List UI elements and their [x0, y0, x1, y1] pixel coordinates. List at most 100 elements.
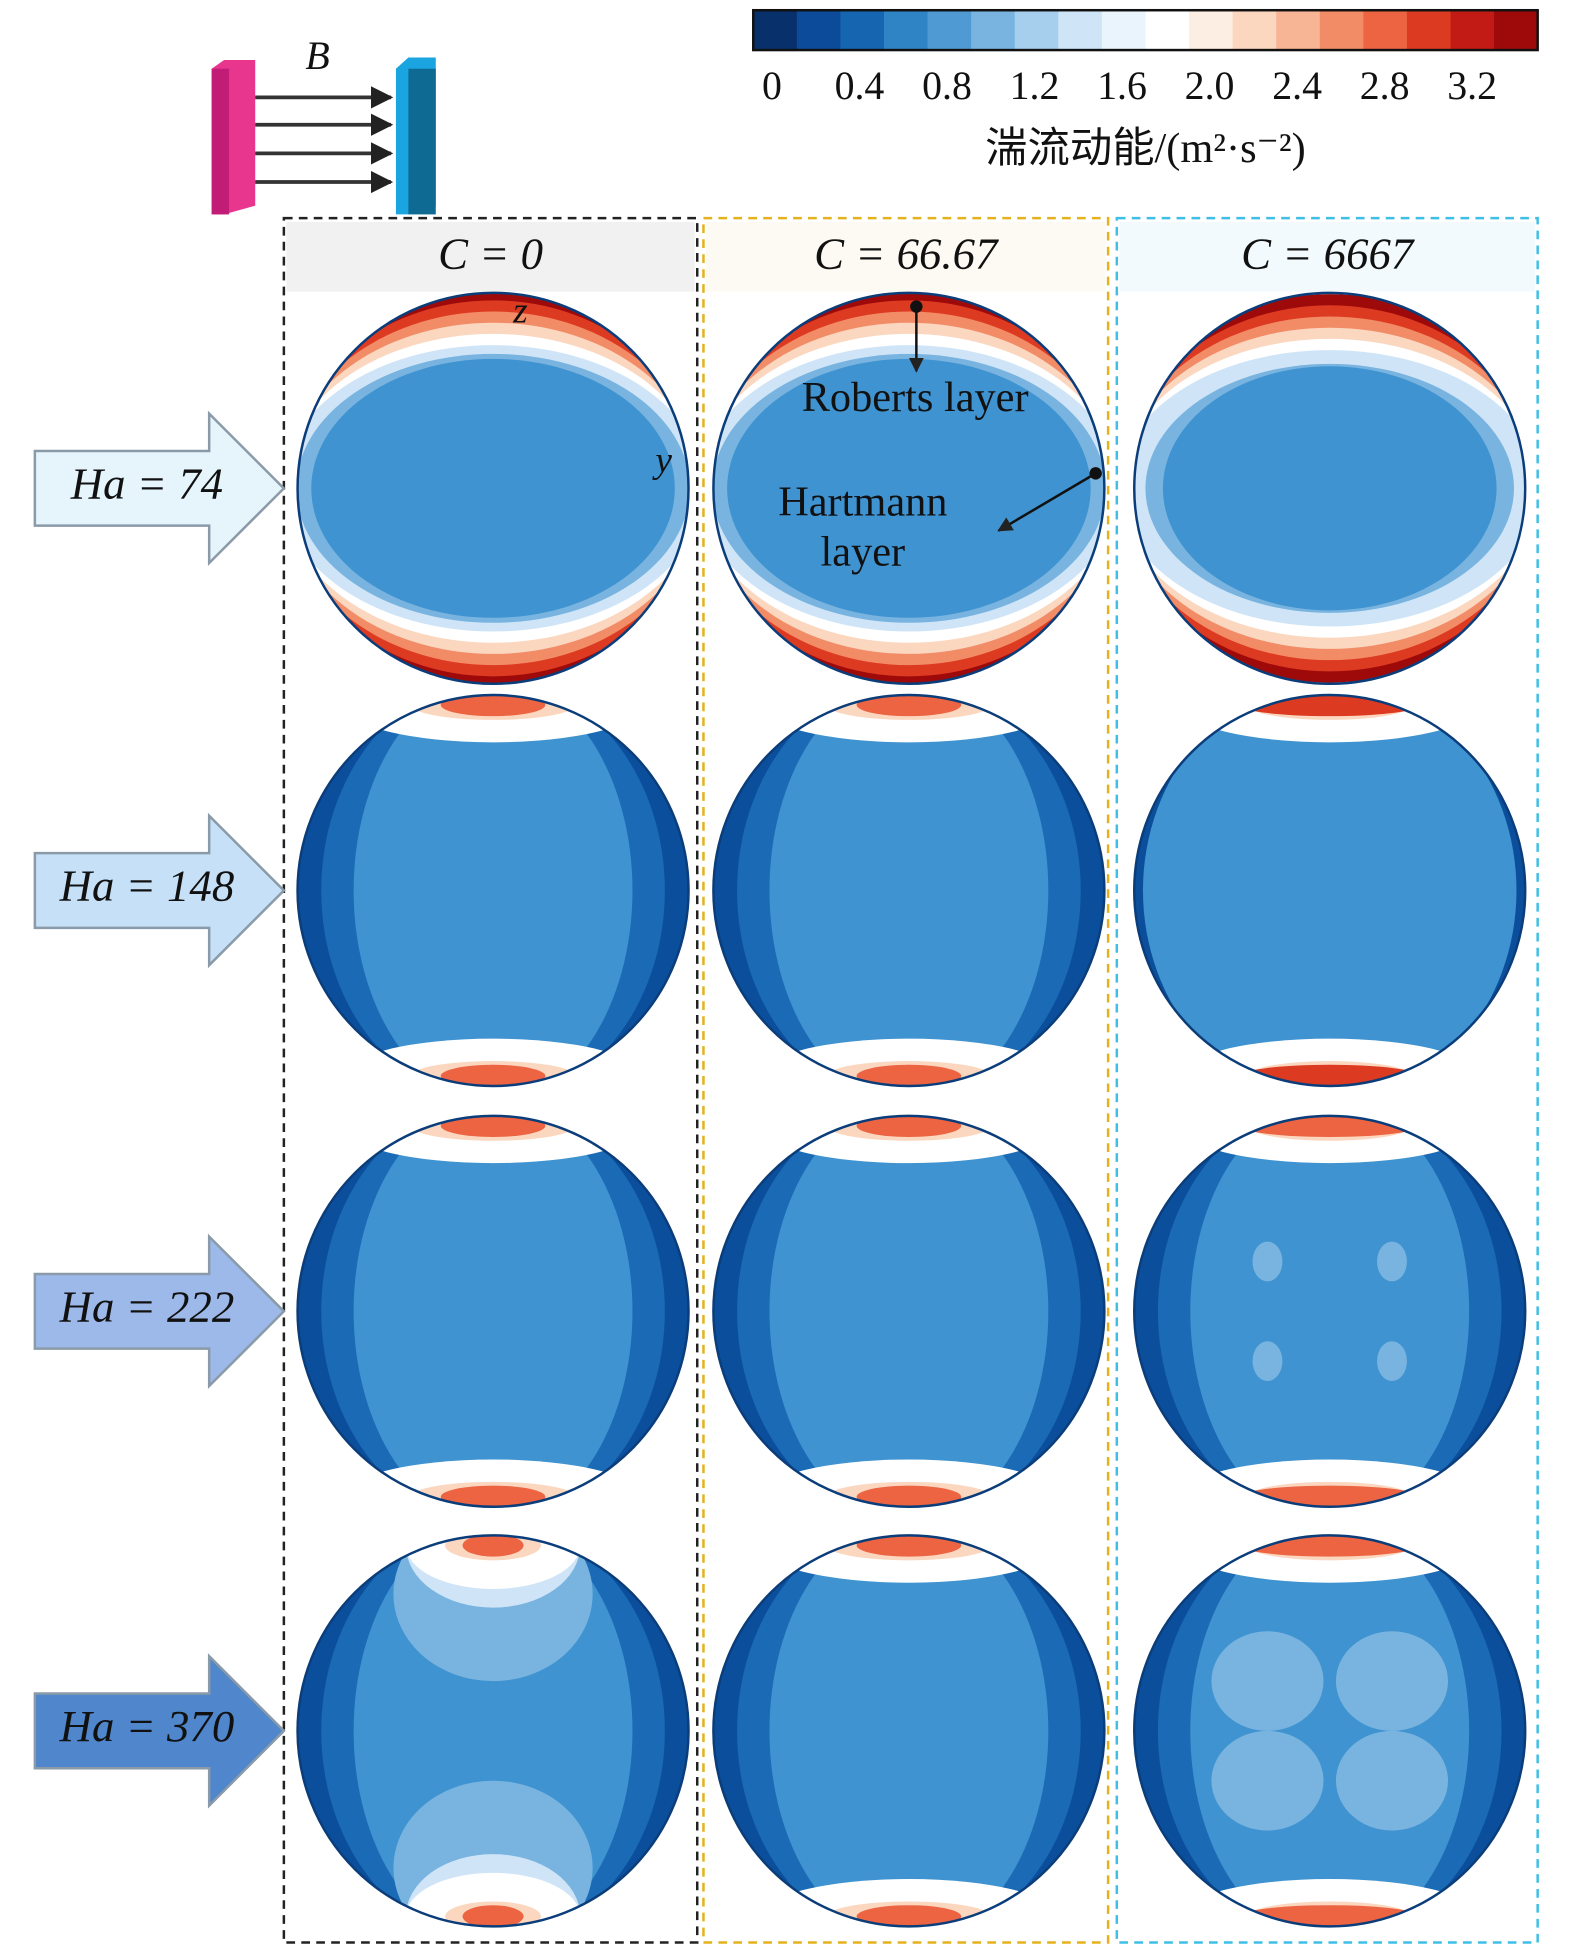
axis-label: z: [512, 291, 528, 332]
contour-band: [311, 358, 675, 618]
row-label: Ha = 222: [59, 1282, 235, 1332]
contour-band: [1211, 1730, 1324, 1831]
contour-band: [1377, 1241, 1407, 1282]
contour-band: [1211, 1631, 1324, 1731]
contour-panel: [297, 292, 689, 684]
contour-panel: [713, 695, 1105, 1086]
colorbar-swatch: [1058, 10, 1103, 51]
contour-band: [440, 1064, 546, 1086]
panel-outline: [1133, 1534, 1527, 1928]
colorbar-tick-label: 1.2: [1010, 63, 1060, 108]
colorbar-swatch: [796, 10, 842, 51]
contour-band: [856, 695, 962, 717]
colorbar-swatch: [753, 10, 798, 51]
colorbar: 0 0.4 0.8 1.2 1.6 2.0 2.4 2.8 3.2: [752, 8, 1539, 108]
row-label: Ha = 370: [59, 1701, 235, 1751]
contour-band: [856, 1535, 962, 1557]
column-header: C = 6667: [1241, 228, 1415, 278]
contour-band: [1252, 1341, 1283, 1382]
contour-band: [353, 1115, 633, 1507]
panel-outline: [712, 291, 1106, 686]
axis-label: y: [651, 440, 672, 481]
colorbar-swatch: [1145, 10, 1190, 51]
contour-band: [462, 1535, 524, 1557]
panel-outline: [1133, 291, 1527, 686]
column-header-bg: [705, 221, 1106, 292]
colorbar-swatch: [1232, 10, 1277, 51]
contour-panel: [1134, 695, 1526, 1086]
contour-band: [1252, 1241, 1283, 1282]
contour-band: [769, 1535, 1049, 1927]
panel-outline: [712, 693, 1106, 1088]
row-label: Ha = 148: [59, 861, 235, 911]
contour-panel: [1134, 294, 1526, 683]
contour-panel: [297, 695, 689, 1086]
colorbar-swatch: [1406, 10, 1452, 51]
column-frame: [282, 216, 699, 1944]
contour-band: [769, 695, 1049, 1086]
contour-panel: [297, 1535, 689, 1927]
contour-panel: [1134, 1535, 1526, 1927]
colorbar-swatch: [1363, 10, 1408, 51]
colorbar-swatch: [927, 10, 972, 51]
panel-outline: [712, 1114, 1106, 1509]
contour-band: [727, 358, 1091, 618]
panel-outline: [296, 1114, 690, 1509]
panel-outline: [296, 693, 690, 1088]
column-header-bg: [1119, 221, 1536, 292]
colorbar-tick-label: 2.0: [1185, 63, 1235, 108]
colorbar-swatch: [1276, 10, 1321, 51]
contour-band: [1335, 1631, 1449, 1731]
colorbar-swatch: [1014, 10, 1059, 51]
contour-band: [856, 1115, 962, 1137]
panel-outline: [712, 1534, 1106, 1928]
annotation: Hartmann: [778, 478, 947, 525]
contour-band: [353, 695, 633, 1086]
annotation-arrow: [997, 472, 1097, 532]
colorbar-swatch: [971, 10, 1016, 51]
column-frame: [1115, 216, 1539, 1944]
contour-band: [769, 1115, 1049, 1507]
contour-band: [440, 695, 546, 717]
contour-band: [440, 1485, 546, 1507]
colorbar-swatch: [1450, 10, 1495, 51]
contour-band: [1162, 366, 1497, 611]
contour-panel: [1134, 1115, 1526, 1507]
contour-band: [1335, 1730, 1449, 1831]
contour-band: [856, 1485, 962, 1507]
colorbar-tick-label: 0: [762, 63, 782, 108]
contour-band: [1377, 1341, 1407, 1382]
field-label: B: [305, 33, 329, 78]
contour-band: [1190, 1535, 1470, 1927]
colorbar-frame: [752, 8, 1539, 52]
contour-band: [856, 1064, 962, 1086]
colorbar-label: 湍流动能/(m²·s⁻²): [985, 125, 1305, 172]
colorbar-swatch: [1101, 10, 1147, 51]
colorbar-tick-label: 2.8: [1360, 63, 1410, 108]
annotation: layer: [821, 528, 906, 575]
contour-band: [1190, 1115, 1470, 1507]
panel-outline: [296, 1534, 690, 1928]
panels: C = 0 C = 66.67 C = 6667 Ha = 74 Ha = 148 Ha …: [33, 216, 1539, 1944]
panel-outline: [1133, 693, 1527, 1088]
row-arrow: [33, 812, 286, 969]
contour-panel: [713, 1535, 1105, 1927]
colorbar-tick-label: 3.2: [1447, 63, 1497, 108]
row-label: Ha = 74: [70, 459, 223, 509]
colorbar-tick-label: 0.4: [835, 63, 885, 108]
contour-band: [440, 1115, 546, 1137]
column-header: C = 66.67: [814, 228, 999, 278]
row-arrow: [33, 1233, 286, 1390]
contour-band: [856, 1905, 962, 1927]
panel-outline: [1133, 1114, 1527, 1509]
panel-outline: [296, 291, 690, 686]
colorbar-swatch: [1494, 10, 1539, 51]
colorbar-swatch: [1189, 10, 1234, 51]
contour-panel: [713, 292, 1105, 684]
colorbar-swatch: [840, 10, 885, 51]
contour-panel: [297, 1115, 689, 1507]
colorbar-tick-label: 1.6: [1097, 63, 1147, 108]
colorbar-swatch: [883, 10, 929, 51]
colorbar-swatch: [1319, 10, 1364, 51]
